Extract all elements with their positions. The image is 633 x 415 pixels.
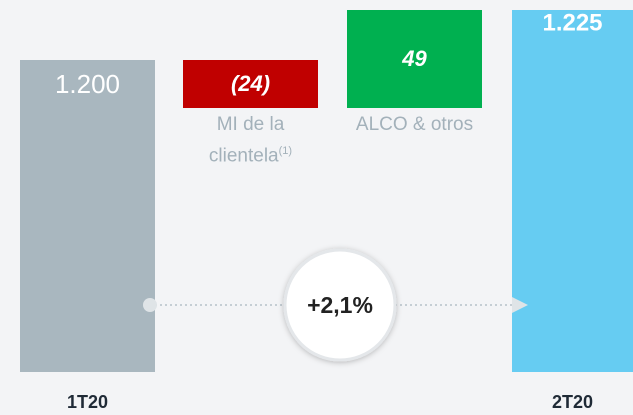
value-label: 1.200: [55, 69, 120, 99]
category-label: MI de la clientela(1): [183, 112, 318, 169]
value-label: (24): [231, 71, 270, 96]
bar: [183, 60, 318, 108]
bar: [20, 60, 155, 372]
growth-label: +2,1%: [307, 292, 373, 318]
bar: [512, 10, 633, 372]
growth-start: [143, 298, 157, 312]
growth-circle: [283, 248, 397, 362]
category-text: MI de la clientela: [208, 114, 285, 167]
value-label: 49: [401, 46, 427, 71]
value-label: 1.225: [542, 9, 602, 36]
category-text: ALCO & otros: [355, 114, 474, 135]
category-label: 1T20: [67, 392, 108, 412]
category-label: ALCO & otros: [347, 112, 482, 138]
bar: [347, 10, 482, 108]
footnote-mark: (1): [278, 145, 293, 157]
growth-arrow: [512, 297, 528, 313]
category-label: 2T20: [552, 392, 593, 412]
